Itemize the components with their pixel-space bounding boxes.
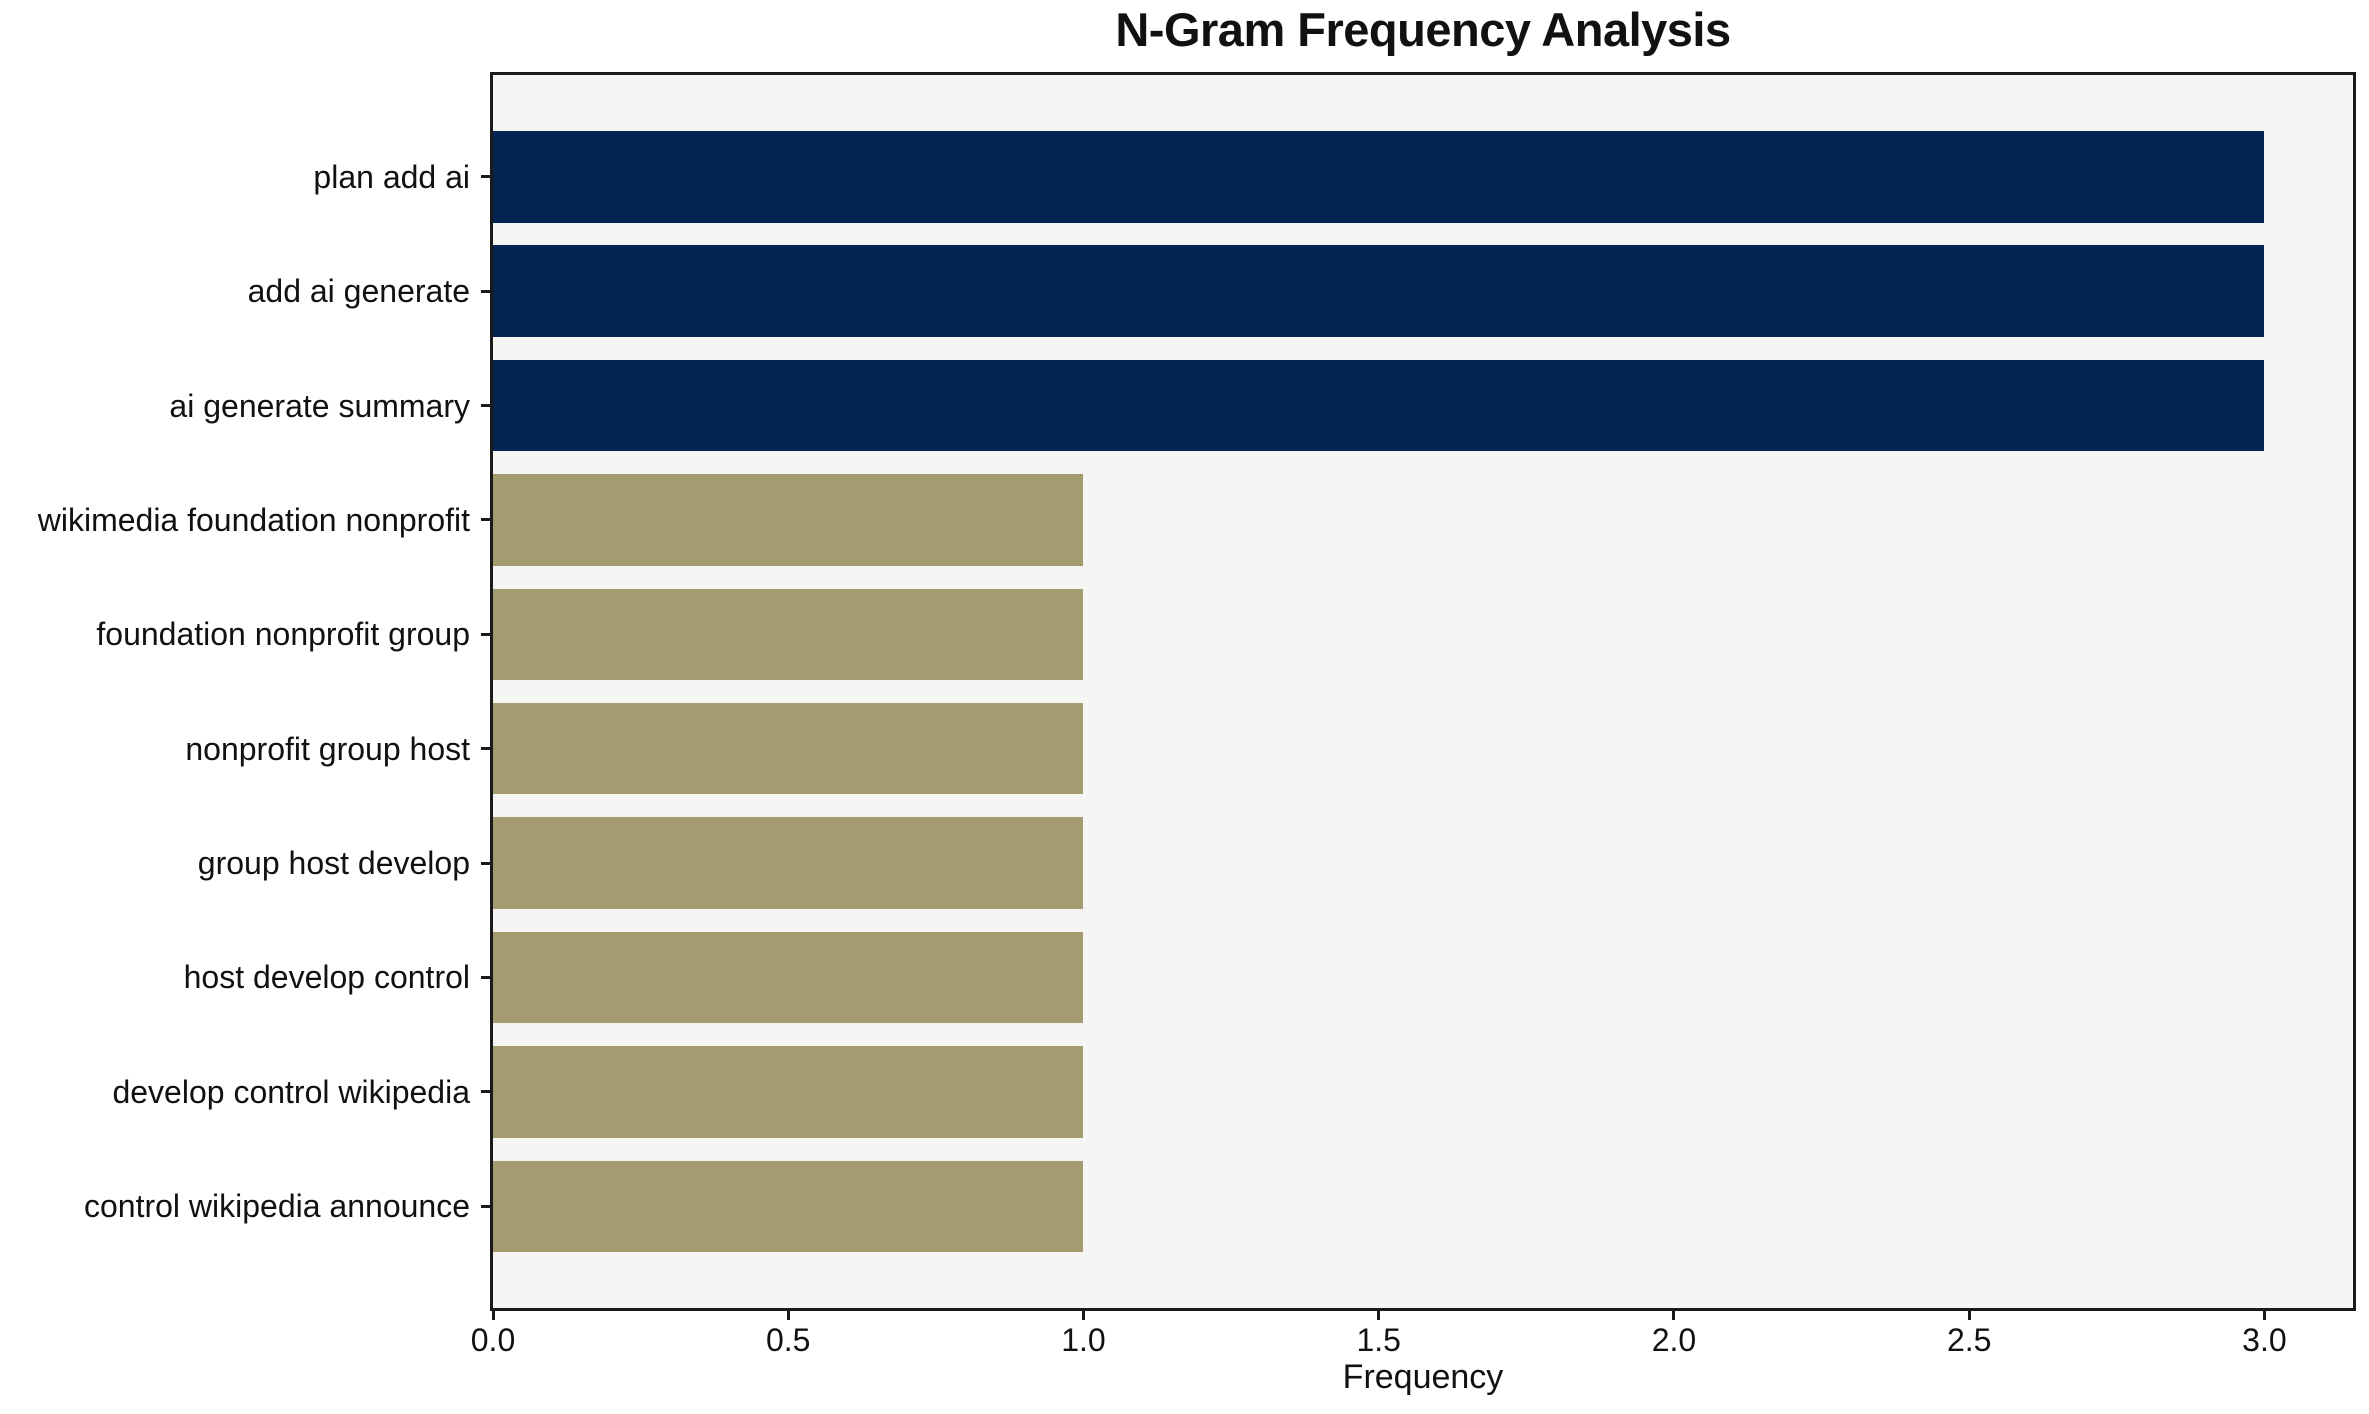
y-tick-label: wikimedia foundation nonprofit [37, 501, 470, 538]
y-tick-label: add ai generate [247, 273, 470, 310]
bar [493, 702, 1084, 795]
x-tick-label: 1.0 [1061, 1322, 1106, 1358]
bar [493, 1160, 1084, 1252]
y-tick-label: foundation nonprofit group [96, 616, 470, 653]
x-tick-mark [1081, 1308, 1085, 1320]
x-tick-label: 0.5 [765, 1322, 811, 1358]
y-tick-label: group host develop [197, 845, 470, 882]
x-tick-mark [2262, 1308, 2266, 1320]
y-tick-label: control wikipedia announce [83, 1188, 470, 1225]
bar [493, 474, 1084, 566]
y-tick-mark [481, 1090, 490, 1094]
y-tick-label: host develop control [183, 959, 470, 996]
y-tick-mark [481, 404, 490, 408]
y-tick-mark [481, 175, 490, 179]
y-tick-label: nonprofit group host [185, 730, 470, 767]
x-tick-label: 2.0 [1651, 1322, 1697, 1358]
bar [493, 817, 1084, 909]
x-tick-label: 2.5 [1946, 1322, 1992, 1358]
y-tick-label: plan add ai [313, 158, 470, 195]
x-tick-label: 1.5 [1356, 1322, 1401, 1358]
x-tick-label: 3.0 [2242, 1322, 2287, 1358]
y-tick-mark [481, 747, 490, 751]
x-tick-label: 0.0 [470, 1322, 516, 1358]
y-tick-label: ai generate summary [169, 387, 470, 424]
y-tick-mark [481, 289, 490, 293]
bar [493, 931, 1084, 1024]
x-tick-mark [491, 1308, 495, 1320]
x-tick-mark [786, 1308, 790, 1320]
x-tick-mark [1377, 1308, 1381, 1320]
y-tick-mark [481, 975, 490, 979]
y-tick-label: develop control wikipedia [112, 1073, 470, 1110]
bar [493, 131, 2265, 223]
bar [493, 1046, 1084, 1138]
plot-area [490, 72, 2356, 1311]
bar [493, 245, 2265, 337]
x-axis-label: Frequency [1342, 1358, 1504, 1396]
x-tick-mark [1967, 1308, 1971, 1320]
y-tick-mark [481, 518, 490, 522]
y-tick-mark [481, 1204, 490, 1208]
x-tick-mark [1672, 1308, 1676, 1320]
bar [493, 588, 1084, 681]
y-tick-mark [481, 861, 490, 865]
bar [493, 359, 2265, 452]
y-tick-mark [481, 632, 490, 636]
chart-title: N-Gram Frequency Analysis [1115, 3, 1731, 56]
